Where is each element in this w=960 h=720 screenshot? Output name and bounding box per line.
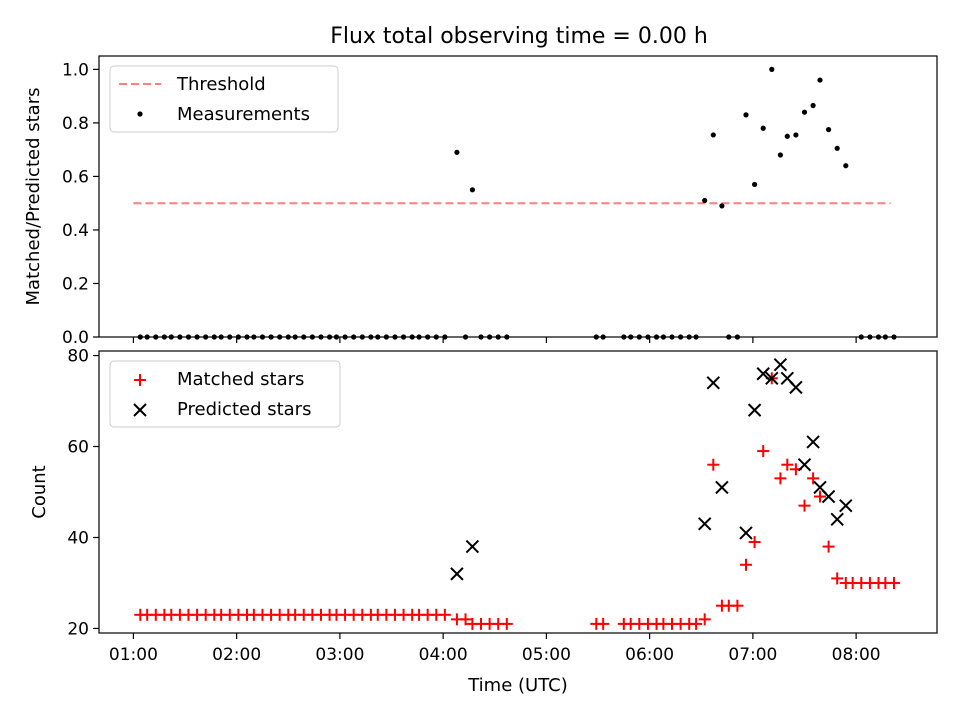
predicted-star-point — [773, 357, 788, 372]
matched-star-point — [698, 613, 711, 626]
measurement-point — [825, 126, 832, 133]
measurement-point — [810, 102, 816, 109]
x-tick-label: 08:00 — [832, 645, 881, 665]
matched-star-point — [757, 445, 770, 458]
matched-star-point — [813, 490, 826, 503]
x-tick-label: 07:00 — [728, 645, 777, 665]
measurement-point — [752, 181, 758, 188]
predicted-star-point — [747, 403, 762, 417]
bottom-panel: 20 40 60 80 01:00 02:00 03:00 04:00 05:00 06:00 07… — [29, 347, 938, 696]
matched-star-point — [690, 617, 703, 630]
x-tick-label: 05:00 — [522, 645, 571, 665]
top-y-axis-label: Matched/Predicted stars — [23, 88, 44, 306]
bottom-axes-frame — [98, 350, 938, 634]
x-tick-label: 04:00 — [419, 645, 468, 665]
predicted-star-point — [739, 526, 753, 540]
top-y-tick-label: 0.2 — [62, 274, 89, 294]
predicted-star-point — [697, 517, 712, 531]
top-axes-frame — [98, 55, 938, 338]
bottom-y-tick-label: 80 — [67, 347, 89, 367]
predicted-star-point — [465, 539, 480, 554]
top-y-tick-label: 0.4 — [62, 221, 89, 241]
legend-measurements-label: Measurements — [177, 104, 310, 125]
measurement-point — [793, 132, 799, 138]
matched-star-point — [798, 499, 811, 512]
matched-star-point — [831, 572, 844, 585]
matched-star-point — [459, 613, 472, 626]
bottom-y-tick-label: 40 — [67, 528, 89, 548]
bottom-axis: 20 40 60 80 01:00 02:00 03:00 04:00 05:00 06:00 07… — [67, 347, 880, 665]
legend-predicted-swatch — [133, 403, 147, 417]
x-axis-label: Time (UTC) — [467, 675, 568, 696]
top-panel: 0.0 0.2 0.4 0.6 0.8 1.0 Matched/Predicted sta… — [23, 55, 938, 348]
x-tick-label: 01:00 — [109, 645, 158, 665]
legend-measurements-swatch — [137, 111, 143, 117]
top-y-tick-label: 1.0 — [62, 60, 89, 80]
bottom-legend: Matched stars Predicted stars — [109, 360, 341, 428]
measurement-point — [469, 187, 476, 193]
top-y-tick-label: 0.6 — [62, 167, 89, 187]
top-y-tick-label: 0.0 — [62, 328, 89, 348]
measurement-point — [843, 163, 849, 169]
bottom-legend-box — [109, 360, 341, 428]
measurement-point — [777, 152, 784, 158]
measurement-point — [784, 133, 790, 139]
matched-star-point — [748, 536, 761, 549]
measurement-point — [817, 77, 823, 83]
matched-star-point — [731, 599, 744, 612]
measurement-point — [834, 145, 840, 151]
predicted-star-point — [839, 498, 853, 513]
measurement-point — [743, 112, 749, 118]
predicted-star-point — [765, 371, 779, 385]
measurement-point — [454, 149, 460, 155]
bottom-y-tick-label: 60 — [67, 438, 89, 458]
measurement-point — [702, 197, 708, 204]
matched-star-point — [774, 472, 787, 485]
measurement-point — [801, 109, 808, 115]
bottom-y-axis-label: Count — [29, 465, 50, 518]
legend-predicted-label: Predicted stars — [177, 399, 311, 420]
measurement-point — [769, 66, 775, 72]
predicted-star-point — [806, 435, 820, 449]
legend-matched-label: Matched stars — [177, 369, 304, 390]
predicted-star-point — [830, 512, 844, 526]
top-y-tick-label: 0.8 — [62, 114, 89, 134]
measurement-point — [760, 125, 766, 131]
predicted-star-point — [789, 380, 803, 395]
matched-star-point — [438, 608, 451, 621]
bottom-y-tick-label: 20 — [67, 619, 89, 639]
matched-star-point — [500, 617, 513, 630]
top-axis: 0.0 0.2 0.4 0.6 0.8 1.0 — [62, 60, 857, 348]
top-legend: Threshold Measurements — [109, 65, 339, 133]
matched-star-point — [807, 472, 820, 485]
predicted-star-point — [706, 376, 721, 390]
chart-title: Flux total observing time = 0.00 h — [330, 24, 708, 49]
matched-star-point — [597, 617, 610, 630]
top-legend-box — [109, 65, 339, 133]
bottom-marks — [134, 357, 900, 630]
matched-star-point — [739, 558, 752, 571]
matched-star-point — [707, 458, 720, 471]
legend-threshold-label: Threshold — [176, 74, 266, 95]
predicted-star-point — [756, 367, 770, 381]
predicted-star-point — [715, 480, 729, 495]
matched-star-point — [887, 576, 900, 589]
x-tick-label: 06:00 — [625, 645, 674, 665]
matched-star-point — [781, 458, 794, 471]
predicted-star-point — [450, 567, 464, 581]
x-tick-label: 03:00 — [315, 645, 364, 665]
x-tick-label: 02:00 — [212, 645, 261, 665]
predicted-star-point — [821, 489, 836, 504]
measurement-point — [719, 203, 725, 209]
matched-star-point — [822, 540, 835, 553]
measurement-point — [710, 132, 716, 138]
predicted-star-point — [797, 458, 812, 472]
legend-matched-swatch — [134, 374, 146, 386]
